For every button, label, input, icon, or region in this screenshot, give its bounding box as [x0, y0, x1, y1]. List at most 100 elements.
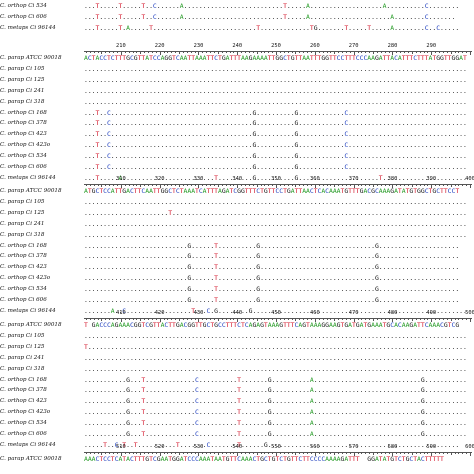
base: .	[336, 2, 341, 10]
base: .	[99, 364, 104, 373]
base: .	[95, 430, 100, 438]
base: .	[420, 141, 425, 150]
base: .	[141, 331, 146, 340]
sequence-row: ........................................…	[84, 197, 467, 206]
base: .	[344, 408, 349, 417]
base: .	[91, 397, 96, 406]
base: T	[329, 54, 333, 62]
base: .	[279, 130, 284, 139]
base: .	[374, 86, 379, 95]
base: .	[129, 208, 134, 217]
base: .	[114, 375, 119, 384]
sequence-row: ...........G...T.............C..........…	[84, 409, 467, 416]
base: G	[294, 173, 299, 182]
ruler-tick	[466, 51, 468, 53]
base: .	[447, 285, 452, 294]
base: .	[260, 12, 264, 21]
base: .	[87, 86, 92, 95]
base: .	[91, 152, 96, 161]
base: .	[191, 108, 196, 117]
base: .	[306, 274, 310, 283]
ruler-tick	[287, 318, 289, 320]
base: .	[126, 306, 130, 315]
base: G	[344, 321, 349, 329]
base: .	[152, 197, 157, 206]
base: .	[374, 331, 379, 340]
ruler-tick	[357, 452, 359, 454]
base: .	[290, 152, 295, 161]
base: .	[290, 306, 295, 315]
ruler-tick	[392, 318, 394, 322]
base: .	[367, 197, 372, 206]
base: .	[195, 285, 199, 294]
base: .	[340, 252, 345, 261]
base: .	[355, 331, 360, 340]
base: .	[420, 12, 425, 21]
base: .	[252, 408, 257, 417]
base: .	[420, 306, 425, 315]
base: .	[137, 353, 142, 362]
base: .	[340, 296, 345, 304]
base: G	[321, 54, 326, 62]
base: .	[91, 163, 96, 171]
base: T	[95, 119, 100, 128]
base: .	[160, 119, 165, 128]
base: A	[202, 187, 207, 195]
base: .	[240, 219, 245, 228]
base: .	[187, 375, 192, 384]
base: .	[95, 285, 100, 294]
base: .	[382, 252, 387, 261]
base: .	[290, 285, 295, 294]
base: .	[351, 285, 356, 294]
base: .	[283, 64, 287, 73]
base: .	[91, 130, 96, 139]
base: .	[195, 163, 199, 171]
base: .	[152, 386, 157, 395]
base: .	[156, 23, 161, 32]
base: .	[451, 397, 456, 406]
base: .	[217, 263, 222, 272]
base: T	[351, 187, 356, 195]
base: .	[317, 12, 322, 21]
base: .	[428, 173, 433, 182]
ruler-tick	[384, 452, 386, 454]
base: .	[374, 219, 379, 228]
sequence-row: ...T.....T.....T..C......A..............…	[84, 3, 459, 10]
ruler-tick	[303, 452, 305, 454]
base: .	[252, 97, 257, 106]
base: .	[114, 12, 119, 21]
base: T	[141, 375, 146, 384]
base: .	[244, 386, 249, 395]
base: .	[179, 263, 184, 272]
base: .	[367, 386, 372, 395]
base: .	[428, 419, 433, 428]
base: .	[359, 197, 364, 206]
base: .	[367, 331, 372, 340]
base: .	[172, 197, 176, 206]
base: .	[168, 119, 173, 128]
base: .	[279, 119, 284, 128]
base: .	[348, 75, 352, 84]
base: .	[156, 342, 161, 351]
base: .	[306, 163, 310, 171]
base: .	[386, 386, 391, 395]
base: .	[451, 219, 456, 228]
base: G	[225, 455, 230, 463]
base: .	[451, 2, 456, 10]
base: .	[401, 173, 406, 182]
ruler-tick	[310, 184, 312, 186]
base: .	[91, 2, 96, 10]
ruler-tick	[155, 51, 157, 53]
ruler-tick	[407, 452, 409, 454]
ruler-tick	[113, 184, 115, 186]
base: .	[263, 419, 268, 428]
base: .	[367, 419, 372, 428]
base: .	[137, 375, 142, 384]
base: T	[348, 455, 352, 463]
base: .	[317, 2, 322, 10]
sequence-row: ATGCTCCATTGACTTCAATTGGCTCTAAATCATTTAGATC…	[84, 188, 459, 195]
base: .	[237, 163, 241, 171]
base: .	[332, 440, 337, 449]
base: .	[141, 108, 146, 117]
base: .	[397, 2, 402, 10]
